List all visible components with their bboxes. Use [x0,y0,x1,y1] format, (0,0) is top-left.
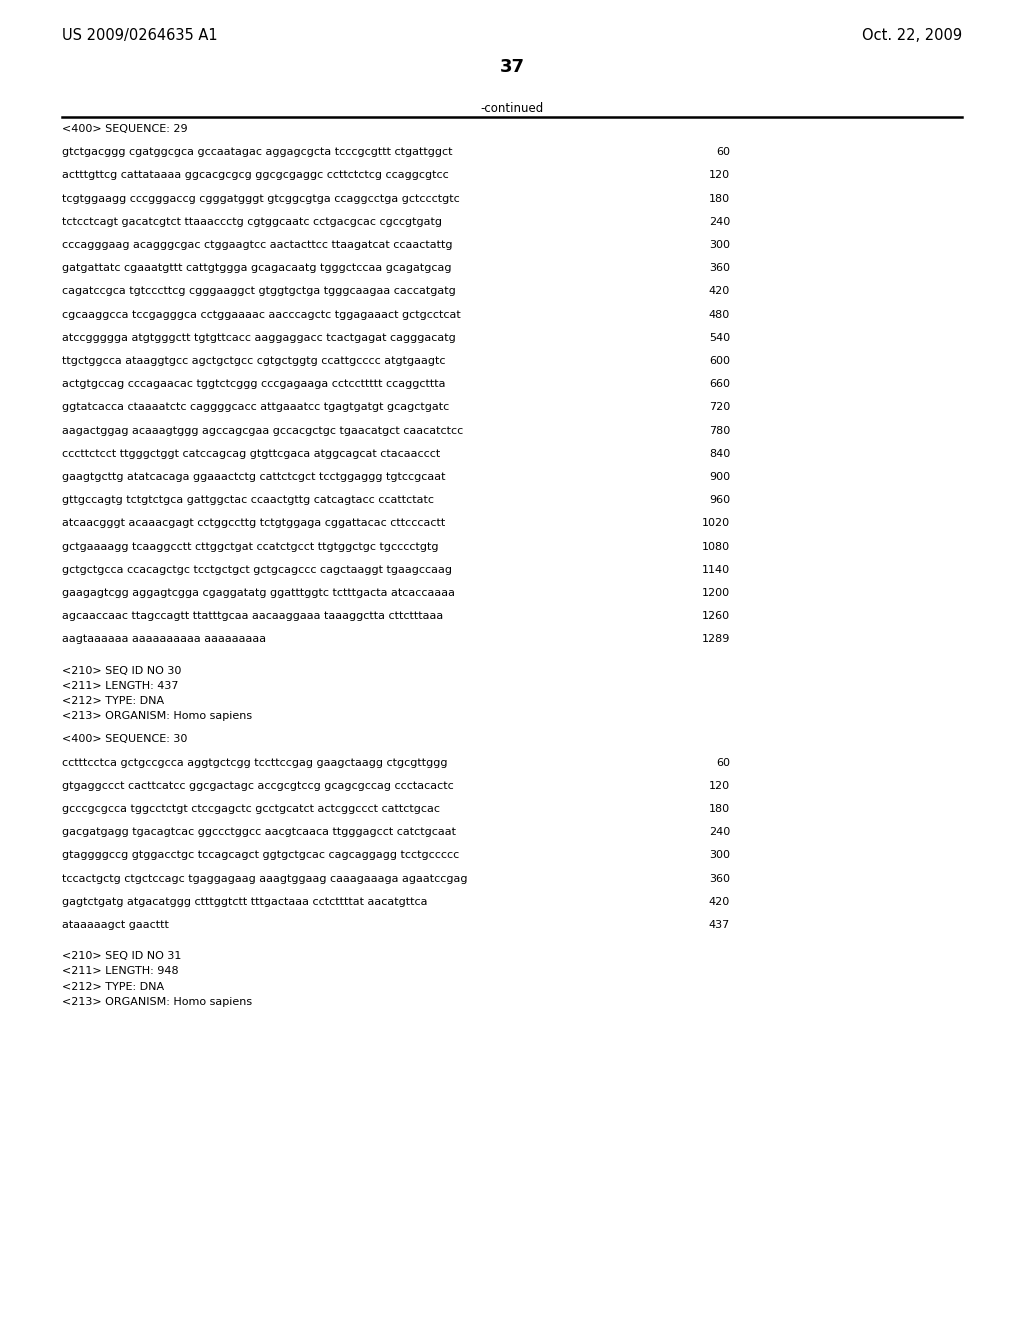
Text: aagtaaaaaa aaaaaaaaaa aaaaaaaaa: aagtaaaaaa aaaaaaaaaa aaaaaaaaa [62,635,266,644]
Text: 900: 900 [709,473,730,482]
Text: gatgattatc cgaaatgttt cattgtggga gcagacaatg tgggctccaa gcagatgcag: gatgattatc cgaaatgttt cattgtggga gcagaca… [62,263,452,273]
Text: aagactggag acaaagtggg agccagcgaa gccacgctgc tgaacatgct caacatctcc: aagactggag acaaagtggg agccagcgaa gccacgc… [62,425,463,436]
Text: gacgatgagg tgacagtcac ggccctggcc aacgtcaaca ttgggagcct catctgcaat: gacgatgagg tgacagtcac ggccctggcc aacgtca… [62,828,456,837]
Text: gaagagtcgg aggagtcgga cgaggatatg ggatttggtc tctttgacta atcaccaaaa: gaagagtcgg aggagtcgga cgaggatatg ggatttg… [62,587,455,598]
Text: ataaaaagct gaacttt: ataaaaagct gaacttt [62,920,169,931]
Text: <212> TYPE: DNA: <212> TYPE: DNA [62,696,164,706]
Text: <212> TYPE: DNA: <212> TYPE: DNA [62,982,164,991]
Text: 240: 240 [709,216,730,227]
Text: 780: 780 [709,425,730,436]
Text: 480: 480 [709,310,730,319]
Text: 600: 600 [709,356,730,366]
Text: 240: 240 [709,828,730,837]
Text: 180: 180 [709,194,730,203]
Text: 960: 960 [709,495,730,506]
Text: cagatccgca tgtcccttcg cgggaaggct gtggtgctga tgggcaagaa caccatgatg: cagatccgca tgtcccttcg cgggaaggct gtggtgc… [62,286,456,297]
Text: tcgtggaagg cccgggaccg cgggatgggt gtcggcgtga ccaggcctga gctccctgtc: tcgtggaagg cccgggaccg cgggatgggt gtcggcg… [62,194,460,203]
Text: 840: 840 [709,449,730,459]
Text: cgcaaggcca tccgagggca cctggaaaac aacccagctc tggagaaact gctgcctcat: cgcaaggcca tccgagggca cctggaaaac aacccag… [62,310,461,319]
Text: tctcctcagt gacatcgtct ttaaaccctg cgtggcaatc cctgacgcac cgccgtgatg: tctcctcagt gacatcgtct ttaaaccctg cgtggca… [62,216,442,227]
Text: 120: 120 [709,781,730,791]
Text: gttgccagtg tctgtctgca gattggctac ccaactgttg catcagtacc ccattctatc: gttgccagtg tctgtctgca gattggctac ccaactg… [62,495,434,506]
Text: -continued: -continued [480,102,544,115]
Text: cccagggaag acagggcgac ctggaagtcc aactacttcc ttaagatcat ccaactattg: cccagggaag acagggcgac ctggaagtcc aactact… [62,240,453,249]
Text: agcaaccaac ttagccagtt ttatttgcaa aacaaggaaa taaaggctta cttctttaaa: agcaaccaac ttagccagtt ttatttgcaa aacaagg… [62,611,443,622]
Text: 1080: 1080 [701,541,730,552]
Text: 437: 437 [709,920,730,931]
Text: ttgctggcca ataaggtgcc agctgctgcc cgtgctggtg ccattgcccc atgtgaagtc: ttgctggcca ataaggtgcc agctgctgcc cgtgctg… [62,356,445,366]
Text: Oct. 22, 2009: Oct. 22, 2009 [862,28,962,44]
Text: 300: 300 [709,240,730,249]
Text: <213> ORGANISM: Homo sapiens: <213> ORGANISM: Homo sapiens [62,997,252,1007]
Text: 1020: 1020 [701,519,730,528]
Text: 300: 300 [709,850,730,861]
Text: <210> SEQ ID NO 30: <210> SEQ ID NO 30 [62,665,181,676]
Text: 420: 420 [709,286,730,297]
Text: atccggggga atgtgggctt tgtgttcacc aaggaggacc tcactgagat cagggacatg: atccggggga atgtgggctt tgtgttcacc aaggagg… [62,333,456,343]
Text: actttgttcg cattataaaa ggcacgcgcg ggcgcgaggc ccttctctcg ccaggcgtcc: actttgttcg cattataaaa ggcacgcgcg ggcgcga… [62,170,449,181]
Text: gaagtgcttg atatcacaga ggaaactctg cattctcgct tcctggaggg tgtccgcaat: gaagtgcttg atatcacaga ggaaactctg cattctc… [62,473,445,482]
Text: ggtatcacca ctaaaatctc caggggcacc attgaaatcc tgagtgatgt gcagctgatc: ggtatcacca ctaaaatctc caggggcacc attgaaa… [62,403,450,412]
Text: gtctgacggg cgatggcgca gccaatagac aggagcgcta tcccgcgttt ctgattggct: gtctgacggg cgatggcgca gccaatagac aggagcg… [62,148,453,157]
Text: 420: 420 [709,896,730,907]
Text: 660: 660 [709,379,730,389]
Text: gtgaggccct cacttcatcc ggcgactagc accgcgtccg gcagcgccag ccctacactc: gtgaggccct cacttcatcc ggcgactagc accgcgt… [62,781,454,791]
Text: gcccgcgcca tggcctctgt ctccgagctc gcctgcatct actcggccct cattctgcac: gcccgcgcca tggcctctgt ctccgagctc gcctgca… [62,804,440,814]
Text: gctgaaaagg tcaaggcctt cttggctgat ccatctgcct ttgtggctgc tgcccctgtg: gctgaaaagg tcaaggcctt cttggctgat ccatctg… [62,541,438,552]
Text: <400> SEQUENCE: 29: <400> SEQUENCE: 29 [62,124,187,135]
Text: gagtctgatg atgacatggg ctttggtctt tttgactaaa cctcttttat aacatgttca: gagtctgatg atgacatggg ctttggtctt tttgact… [62,896,427,907]
Text: <213> ORGANISM: Homo sapiens: <213> ORGANISM: Homo sapiens [62,711,252,721]
Text: 1260: 1260 [701,611,730,622]
Text: 180: 180 [709,804,730,814]
Text: <211> LENGTH: 948: <211> LENGTH: 948 [62,966,178,977]
Text: atcaacgggt acaaacgagt cctggccttg tctgtggaga cggattacac cttcccactt: atcaacgggt acaaacgagt cctggccttg tctgtgg… [62,519,445,528]
Text: gtaggggccg gtggacctgc tccagcagct ggtgctgcac cagcaggagg tcctgccccc: gtaggggccg gtggacctgc tccagcagct ggtgctg… [62,850,459,861]
Text: tccactgctg ctgctccagc tgaggagaag aaagtggaag caaagaaaga agaatccgag: tccactgctg ctgctccagc tgaggagaag aaagtgg… [62,874,468,883]
Text: 540: 540 [709,333,730,343]
Text: US 2009/0264635 A1: US 2009/0264635 A1 [62,28,218,44]
Text: 360: 360 [709,874,730,883]
Text: 720: 720 [709,403,730,412]
Text: 1200: 1200 [701,587,730,598]
Text: 60: 60 [716,758,730,768]
Text: 360: 360 [709,263,730,273]
Text: 37: 37 [500,58,524,77]
Text: 120: 120 [709,170,730,181]
Text: cctttcctca gctgccgcca aggtgctcgg tccttccgag gaagctaagg ctgcgttggg: cctttcctca gctgccgcca aggtgctcgg tccttcc… [62,758,447,768]
Text: 1289: 1289 [701,635,730,644]
Text: 1140: 1140 [701,565,730,574]
Text: <210> SEQ ID NO 31: <210> SEQ ID NO 31 [62,952,181,961]
Text: <211> LENGTH: 437: <211> LENGTH: 437 [62,681,178,690]
Text: <400> SEQUENCE: 30: <400> SEQUENCE: 30 [62,734,187,744]
Text: actgtgccag cccagaacac tggtctcggg cccgagaaga cctccttttt ccaggcttta: actgtgccag cccagaacac tggtctcggg cccgaga… [62,379,445,389]
Text: cccttctcct ttgggctggt catccagcag gtgttcgaca atggcagcat ctacaaccct: cccttctcct ttgggctggt catccagcag gtgttcg… [62,449,440,459]
Text: gctgctgcca ccacagctgc tcctgctgct gctgcagccc cagctaaggt tgaagccaag: gctgctgcca ccacagctgc tcctgctgct gctgcag… [62,565,452,574]
Text: 60: 60 [716,148,730,157]
